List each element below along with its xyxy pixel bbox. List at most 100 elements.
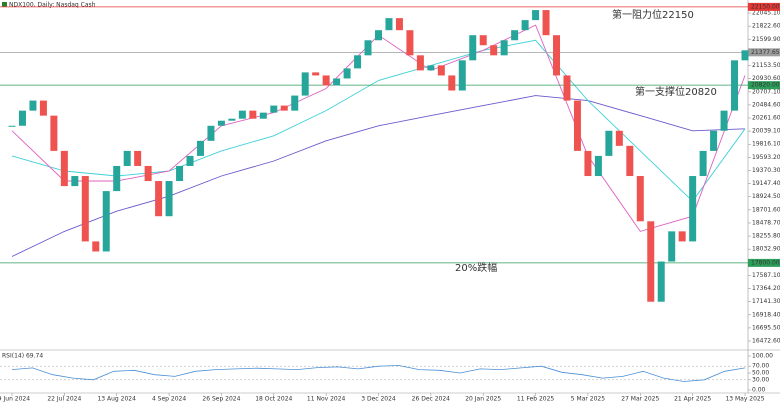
candle — [123, 150, 131, 166]
y-tick-label: 19593.20 — [752, 154, 780, 161]
candle — [626, 145, 634, 177]
x-tick-label: 4 Sep 2024 — [152, 396, 186, 403]
y-tick-label: 18032.90 — [752, 246, 780, 253]
level-label: 20820.00 — [751, 82, 780, 89]
y-tick-label: 20930.60 — [752, 75, 780, 82]
moving-average — [11, 95, 746, 257]
rsi-label: RSI(14) 69.74 — [2, 353, 43, 360]
x-tick-label: 5 Mar 2025 — [571, 396, 605, 403]
candle — [584, 150, 592, 177]
level-label: 17800.00 — [751, 259, 780, 266]
candle — [71, 176, 79, 187]
x-tick-label: 13 Aug 2024 — [97, 396, 136, 403]
level-label: 22150.00 — [751, 3, 780, 10]
candle — [312, 72, 320, 76]
x-tick-label: 18 Oct 2024 — [255, 396, 292, 403]
candle — [427, 65, 435, 71]
candle — [657, 261, 665, 302]
candle — [375, 30, 382, 41]
candle — [741, 50, 749, 61]
x-tick-label: 21 Apr 2025 — [674, 396, 711, 403]
x-tick-label: 11 Feb 2025 — [517, 396, 555, 403]
y-tick-label: 18478.70 — [752, 219, 780, 226]
candle — [731, 60, 739, 111]
y-tick-label: 18924.50 — [752, 193, 780, 200]
candle — [196, 140, 204, 156]
x-tick-label: 22 Jul 2024 — [47, 396, 81, 403]
candle — [500, 40, 508, 56]
y-tick-label: 16472.60 — [752, 338, 780, 345]
candle — [249, 110, 257, 119]
x-tick-label: 26 Dec 2024 — [412, 396, 451, 403]
level-tag — [748, 2, 780, 11]
x-tick-label: 3 Dec 2024 — [361, 396, 396, 403]
x-tick-label: 26 Sep 2024 — [202, 396, 240, 403]
candle — [479, 35, 487, 46]
candle — [134, 150, 142, 166]
candle — [594, 155, 602, 177]
candle — [448, 75, 456, 91]
level-tag — [748, 81, 780, 90]
candle — [207, 125, 215, 141]
x-tick-label: 27 Mar 2025 — [621, 396, 659, 403]
candle — [354, 55, 362, 69]
candle — [238, 110, 246, 119]
candle — [29, 100, 37, 111]
candle — [92, 241, 100, 252]
candle — [406, 30, 414, 56]
candle — [333, 78, 341, 86]
candle — [270, 105, 278, 113]
candle — [280, 105, 288, 111]
candle — [364, 40, 372, 56]
candle — [668, 231, 676, 262]
rsi-tick-label: 50.00 — [752, 370, 769, 377]
candle — [395, 18, 403, 31]
y-tick-label: 19147.40 — [752, 180, 780, 187]
symbol-icon — [2, 2, 7, 7]
level-tag — [748, 48, 780, 57]
candle — [710, 130, 718, 151]
candle — [542, 10, 550, 36]
candle — [155, 181, 163, 217]
candle — [113, 165, 121, 192]
annotation: 第一阻力位22150 — [612, 8, 694, 21]
candle — [186, 155, 194, 166]
candle — [469, 35, 477, 61]
y-tick-label: 16918.40 — [752, 311, 780, 318]
candle — [573, 100, 581, 151]
candle — [165, 181, 173, 217]
candle — [521, 20, 529, 31]
rsi-line — [11, 365, 746, 382]
candle — [385, 18, 393, 31]
y-tick-label: 17364.20 — [752, 285, 780, 292]
candle — [259, 112, 267, 119]
candle — [60, 150, 68, 187]
y-tick-label: 22045.10 — [752, 10, 780, 17]
chart-title: NDX100, Daily: Nasdaq Cash — [9, 2, 96, 9]
candle — [416, 55, 424, 71]
y-tick-label: 20707.10 — [752, 88, 780, 95]
y-tick-label: 18701.60 — [752, 206, 780, 213]
candle — [81, 176, 89, 242]
candle — [490, 45, 498, 56]
rsi-tick-label: 0.00 — [752, 387, 766, 394]
candle — [8, 125, 16, 127]
candle — [301, 72, 309, 96]
candle — [699, 150, 707, 177]
y-tick-label: 16695.50 — [752, 324, 780, 331]
candle — [615, 130, 623, 146]
y-tick-label: 21153.50 — [752, 62, 780, 69]
candle — [720, 110, 728, 131]
annotation: 第一支撑位20820 — [635, 85, 717, 98]
candle — [647, 221, 655, 302]
candle — [228, 118, 236, 121]
candle — [563, 75, 571, 101]
rsi-tick-label: 30.00 — [752, 376, 769, 383]
y-tick-label: 19370.30 — [752, 167, 780, 174]
annotation: 20%跌幅 — [455, 261, 497, 274]
candle — [678, 231, 686, 242]
candle — [39, 100, 47, 116]
candle — [343, 68, 351, 79]
